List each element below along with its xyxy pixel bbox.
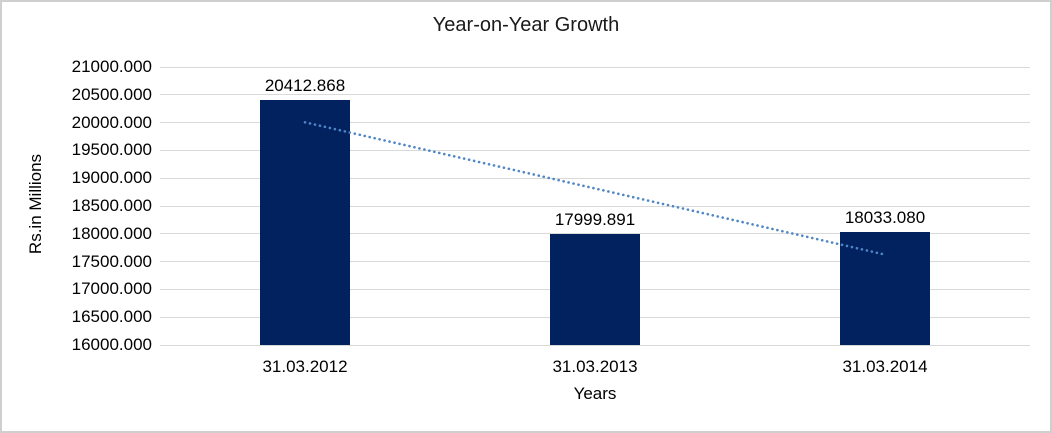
gridline — [160, 66, 1030, 68]
y-tick-label: 18500.000 — [71, 196, 152, 215]
y-axis-tick-labels: 16000.000 16500.000 17000.000 17500.000 1800… — [2, 58, 154, 354]
bar-31.03.2013 — [550, 233, 640, 345]
y-tick-label: 17500.000 — [71, 251, 152, 271]
gridline — [160, 233, 1030, 235]
gridline — [160, 122, 1030, 124]
data-label: 20412.868 — [264, 75, 346, 95]
chart-title: Year-on-Year Growth — [432, 14, 620, 36]
y-tick-label: 20500.000 — [71, 84, 152, 104]
gridline — [160, 149, 1030, 151]
gridline — [160, 344, 1030, 346]
y-tick-label: 16000.000 — [71, 335, 152, 354]
y-tick-label: 20000.000 — [71, 112, 152, 132]
data-label: 17999.891 — [554, 209, 636, 229]
gridline — [160, 177, 1030, 179]
x-axis-category-labels: 31.03.2012 31.03.2013 31.03.2014 — [160, 358, 1030, 378]
gridline — [160, 205, 1030, 207]
x-tick-label: 31.03.2014 — [842, 357, 928, 376]
bar-31.03.2014 — [840, 231, 930, 345]
y-tick-label: 17000.000 — [71, 279, 152, 299]
gridline — [160, 94, 1030, 96]
y-tick-label: 16500.000 — [71, 307, 152, 327]
x-axis-title: Years — [573, 384, 617, 403]
y-tick-label: 18000.000 — [71, 223, 152, 243]
y-tick-label: 19500.000 — [71, 140, 152, 160]
bar-31.03.2012 — [260, 99, 350, 345]
y-tick-label: 19000.000 — [71, 168, 152, 188]
data-label: 18033.080 — [844, 207, 926, 227]
x-tick-label: 31.03.2013 — [552, 357, 638, 376]
trendline — [303, 121, 887, 256]
plot-area: 20412.868 17999.891 18033.080 — [160, 66, 1030, 346]
y-tick-label: 21000.000 — [71, 57, 152, 76]
x-tick-label: 31.03.2012 — [262, 357, 348, 376]
